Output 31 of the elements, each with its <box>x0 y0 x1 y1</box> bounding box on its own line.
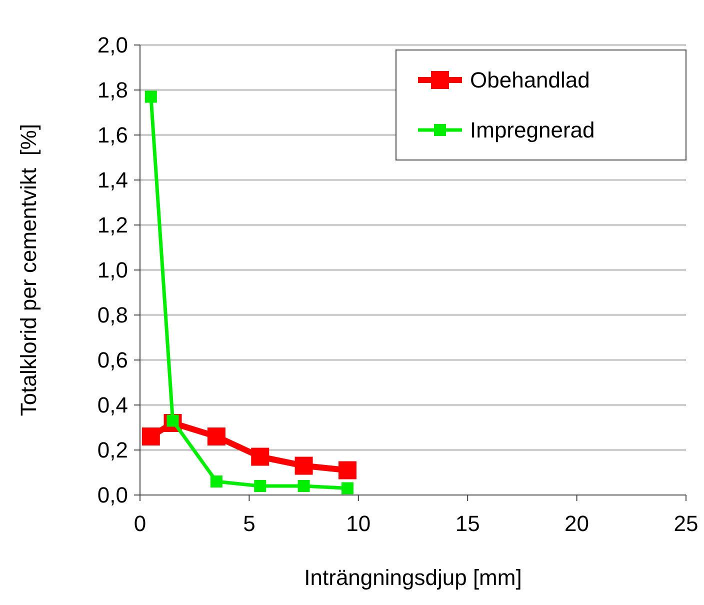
point <box>294 456 313 475</box>
point <box>251 448 270 466</box>
y-tick-label: 1,4 <box>97 168 128 193</box>
y-tick-label: 0,0 <box>97 482 128 508</box>
legend-label: Impregnerad <box>470 118 595 143</box>
x-tick-label: 20 <box>564 511 590 536</box>
x-tick-label: 0 <box>134 511 146 536</box>
point <box>341 482 354 494</box>
point <box>298 480 310 492</box>
y-axis-title: Totalklorid per cementvikt [%] <box>16 124 41 416</box>
legend-label: Obehandlad <box>470 68 590 93</box>
x-tick-label: 15 <box>455 511 480 536</box>
y-tick-label: 2,0 <box>97 32 128 58</box>
x-tick-label: 25 <box>674 511 698 536</box>
point <box>142 428 160 446</box>
x-tick-label: 10 <box>346 511 371 536</box>
y-tick-label: 0,6 <box>97 348 128 373</box>
x-axis-title: Inträngningsdjup [mm] <box>304 565 522 590</box>
y-tick-label: 1,6 <box>97 122 128 148</box>
point <box>254 480 266 492</box>
y-tick-label: 1,8 <box>97 78 128 103</box>
point <box>210 476 222 488</box>
y-tick-label: 1,2 <box>97 212 128 238</box>
y-tick-label: 1,0 <box>97 258 128 283</box>
x-tick-label: 5 <box>243 511 256 536</box>
point <box>144 90 157 103</box>
point <box>207 428 226 446</box>
point <box>338 461 356 480</box>
y-tick-label: 0,8 <box>97 302 128 328</box>
y-tick-label: 0,4 <box>97 392 128 418</box>
y-tick-label: 0,2 <box>97 438 128 463</box>
